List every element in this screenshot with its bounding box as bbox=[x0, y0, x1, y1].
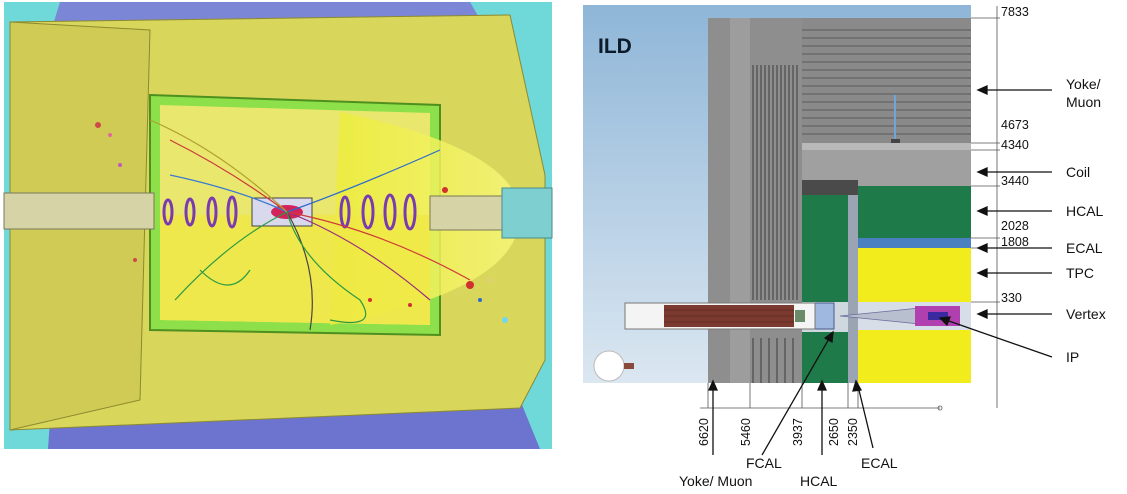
dim-330: 330 bbox=[1001, 291, 1022, 305]
tpc-upper bbox=[858, 248, 971, 302]
event-display-panel bbox=[3, 2, 553, 449]
barrel-yoke-layers bbox=[802, 29, 971, 135]
dim-1808: 1808 bbox=[1001, 235, 1029, 249]
dim-2028: 2028 bbox=[1001, 219, 1029, 233]
tracker-rings bbox=[162, 193, 417, 231]
yoke-coil-gap bbox=[802, 143, 971, 150]
tpc-lower bbox=[858, 330, 971, 383]
endcap-yoke-slots bbox=[752, 65, 798, 383]
panel-title: ILD bbox=[598, 35, 632, 58]
inner-floor bbox=[160, 215, 430, 325]
label-yoke-muon-line1: Yoke/ bbox=[1066, 76, 1101, 92]
beam-flange-right bbox=[501, 187, 553, 239]
bottom-pointer-lines bbox=[707, 330, 874, 456]
label-tpc: TPC bbox=[1066, 265, 1094, 281]
label-hcal: HCAL bbox=[1066, 203, 1104, 219]
vertex-core bbox=[928, 312, 948, 320]
dim-3440: 3440 bbox=[1001, 174, 1029, 188]
endcap-yoke-inner bbox=[730, 18, 750, 383]
label-ecal-bottom: ECAL bbox=[861, 455, 898, 471]
dim-2350: 2350 bbox=[846, 418, 860, 446]
label-yoke-muon-bottom: Yoke/ Muon bbox=[679, 473, 752, 489]
coil-shadow bbox=[802, 180, 858, 195]
forward-cylinder-texture bbox=[664, 309, 794, 323]
particle-tracks bbox=[149, 119, 471, 331]
barrel-ecal bbox=[858, 238, 971, 248]
reference-sphere bbox=[593, 350, 625, 382]
endcap-ecal bbox=[848, 195, 858, 383]
dim-7833: 7833 bbox=[1001, 5, 1029, 19]
label-ecal: ECAL bbox=[1066, 240, 1103, 256]
dim-5460: 5460 bbox=[739, 418, 753, 446]
label-ip: IP bbox=[1066, 349, 1079, 365]
ild-quadrant-panel: ILD bbox=[583, 5, 1106, 489]
barrel-yoke bbox=[802, 18, 971, 143]
calorimeter-hits bbox=[95, 122, 508, 323]
label-vertex: Vertex bbox=[1066, 306, 1106, 322]
dim-4340: 4340 bbox=[1001, 138, 1029, 152]
label-hcal-bottom: HCAL bbox=[800, 473, 838, 489]
label-fcal: FCAL bbox=[746, 455, 782, 471]
forward-mask bbox=[795, 310, 805, 322]
label-coil: Coil bbox=[1066, 164, 1090, 180]
endcap-hcal bbox=[802, 195, 848, 383]
barrel-hcal bbox=[858, 186, 971, 238]
dim-2650: 2650 bbox=[827, 418, 841, 446]
dim-4673: 4673 bbox=[1001, 118, 1029, 132]
sphere-stem bbox=[624, 363, 634, 369]
dim-3937: 3937 bbox=[791, 418, 805, 446]
pointer-arrows bbox=[938, 84, 1053, 358]
beam-pipe-left bbox=[3, 192, 155, 230]
dim-6620: 6620 bbox=[697, 418, 711, 446]
label-yoke-muon-line2: Muon bbox=[1066, 94, 1101, 110]
